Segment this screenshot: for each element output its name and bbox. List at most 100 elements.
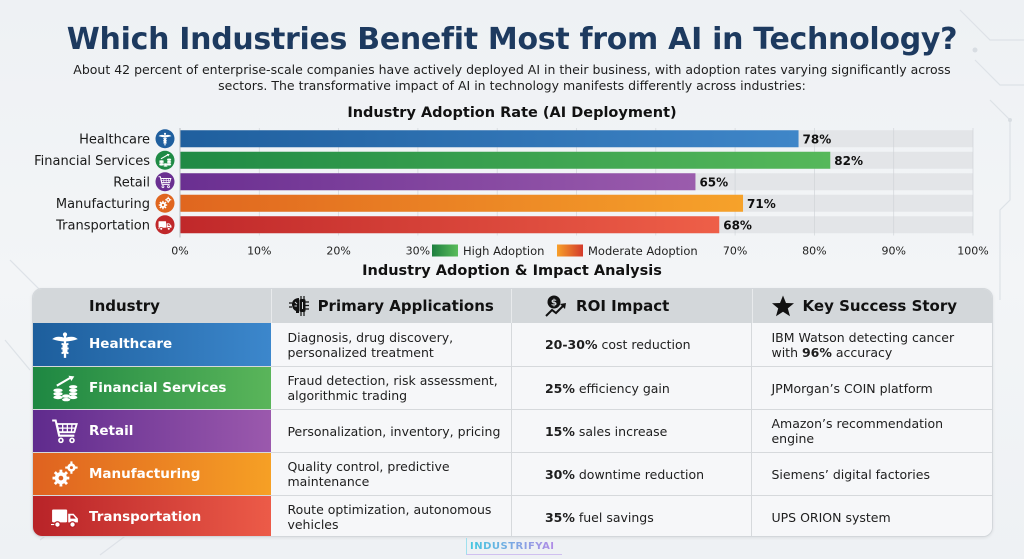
star-icon bbox=[771, 294, 795, 318]
table-header-row: Industry Primary Ap bbox=[33, 289, 992, 323]
legend-label: Moderate Adoption bbox=[588, 244, 698, 258]
chart-title: Industry Adoption Rate (AI Deployment) bbox=[347, 105, 677, 121]
gears-icon bbox=[158, 196, 172, 210]
x-tick-label: 20% bbox=[326, 245, 350, 258]
industry-cell: Financial Services bbox=[33, 367, 272, 409]
success-story-cell: IBM Watson detecting cancer with 96% acc… bbox=[752, 323, 992, 366]
table-title: Industry Adoption & Impact Analysis bbox=[362, 263, 662, 279]
success-story-text: IBM Watson detecting cancer with 96% acc… bbox=[771, 329, 955, 360]
bar-value-label: 65% bbox=[699, 175, 728, 189]
subtitle-line-2: sectors. The transformative impact of AI… bbox=[218, 78, 806, 93]
truck-icon bbox=[158, 220, 172, 231]
success-story-cell: Siemens’ digital factories bbox=[752, 453, 992, 495]
legend-swatch bbox=[432, 244, 458, 257]
industry-name: Financial Services bbox=[89, 379, 227, 396]
caduceus-icon bbox=[45, 331, 85, 359]
caduceus-icon bbox=[158, 132, 172, 146]
roi-description: sales increase bbox=[574, 423, 668, 439]
page-title: Which Industries Benefit Most from AI in… bbox=[66, 22, 958, 57]
x-tick-label: 10% bbox=[247, 245, 271, 258]
roi-description: cost reduction bbox=[597, 337, 691, 352]
industry-name: Manufacturing bbox=[89, 465, 201, 482]
legend-swatch bbox=[557, 244, 583, 257]
legend-label: High Adoption bbox=[463, 244, 544, 258]
brand-logo: INDUSTRIFYAI bbox=[470, 541, 555, 552]
bar-financial-services bbox=[180, 151, 831, 169]
bar-value-label: 71% bbox=[747, 197, 776, 211]
bar-healthcare bbox=[180, 130, 799, 148]
table-body: Healthcare Diagnosis, drug discovery, per… bbox=[33, 323, 992, 536]
header-roi-label: ROI Impact bbox=[576, 297, 670, 315]
roi-value: 15% bbox=[544, 423, 575, 439]
x-tick-label: 70% bbox=[723, 245, 747, 258]
roi-description: efficiency gain bbox=[574, 380, 670, 396]
success-story-text: Siemens’ digital factories bbox=[771, 466, 930, 482]
category-label: Retail bbox=[113, 175, 150, 190]
x-tick-label: 100% bbox=[957, 245, 988, 258]
applications-cell: Route optimization, autonomous vehicles bbox=[271, 496, 512, 536]
category-label: Manufacturing bbox=[56, 197, 150, 212]
roi-value: 35% bbox=[544, 509, 575, 525]
header-roi: $ ROI Impact bbox=[512, 289, 753, 323]
header-applications-label: Primary Applications bbox=[317, 297, 494, 315]
category-label: Healthcare bbox=[79, 132, 150, 147]
svg-text:$: $ bbox=[551, 299, 557, 309]
table-row-retail: Retail Personalization, inventory, pricin… bbox=[33, 409, 992, 452]
roi-cell: 25% efficiency gain bbox=[511, 367, 753, 409]
industry-name: Retail bbox=[89, 422, 134, 439]
applications-cell: Fraud detection, risk assessment, algori… bbox=[271, 367, 512, 409]
roi-cell: 35% fuel savings bbox=[511, 496, 753, 536]
header-applications: Primary Applications bbox=[272, 289, 513, 323]
header-industry: Industry bbox=[33, 289, 272, 323]
success-story-cell: JPMorgan’s COIN platform bbox=[752, 367, 992, 409]
roi-description: fuel savings bbox=[574, 509, 654, 525]
roi-cell: 30% downtime reduction bbox=[511, 453, 753, 495]
bar-value-label: 68% bbox=[723, 218, 752, 232]
industry-name: Healthcare bbox=[89, 336, 173, 352]
category-label: Financial Services bbox=[34, 154, 150, 169]
adoption-bar-chart: 78% Healthcare 82% Financial Services 65% Ret… bbox=[34, 128, 989, 258]
success-story-text: JPMorgan’s COIN platform bbox=[771, 380, 933, 396]
shopping-cart-icon bbox=[158, 175, 172, 188]
success-story-cell: UPS ORION system bbox=[752, 496, 992, 536]
roi-value: 20-30% bbox=[544, 337, 598, 352]
truck-icon bbox=[45, 503, 85, 531]
industry-cell: Retail bbox=[33, 410, 272, 452]
roi-description: downtime reduction bbox=[574, 466, 705, 482]
x-tick-label: 30% bbox=[406, 245, 430, 258]
ai-brain-chip-icon bbox=[288, 295, 310, 317]
category-label: Transportation bbox=[55, 218, 150, 233]
subtitle-line-1: About 42 percent of enterprise-scale com… bbox=[73, 62, 951, 77]
money-growth-arrow-icon: $ bbox=[544, 294, 568, 318]
shopping-cart-icon bbox=[45, 417, 85, 445]
bar-retail bbox=[180, 173, 696, 191]
table-row-healthcare: Healthcare Diagnosis, drug discovery, per… bbox=[33, 323, 992, 366]
header-story-label: Key Success Story bbox=[802, 297, 958, 315]
gears-icon bbox=[45, 460, 85, 488]
success-story-text: UPS ORION system bbox=[771, 509, 891, 525]
money-growth-icon bbox=[159, 154, 172, 167]
industry-cell: Manufacturing bbox=[33, 453, 272, 495]
header-industry-label: Industry bbox=[89, 297, 160, 315]
industry-cell: Transportation bbox=[33, 496, 272, 536]
table-row-transportation: Transportation Route optimization, autono… bbox=[33, 495, 992, 536]
roi-cell: 15% sales increase bbox=[511, 410, 753, 452]
success-story-text: Amazon’s recommendation engine bbox=[771, 416, 944, 446]
success-story-highlight: 96% bbox=[801, 344, 832, 360]
roi-value: 25% bbox=[544, 380, 575, 396]
applications-cell: Quality control, predictive maintenance bbox=[271, 453, 512, 495]
roi-cell: 20-30% cost reduction bbox=[511, 323, 753, 366]
roi-value: 30% bbox=[544, 466, 575, 482]
industry-cell: Healthcare bbox=[33, 323, 272, 366]
x-tick-label: 80% bbox=[802, 245, 826, 258]
applications-cell: Personalization, inventory, pricing bbox=[271, 410, 512, 452]
x-tick-label: 90% bbox=[881, 245, 905, 258]
page-subtitle: About 42 percent of enterprise-scale com… bbox=[50, 62, 974, 94]
success-story-cell: Amazon’s recommendation engine bbox=[752, 410, 992, 452]
bar-value-label: 82% bbox=[834, 154, 863, 168]
table-row-financial-services: Financial Services Fraud detection, risk … bbox=[33, 366, 992, 409]
bar-value-label: 78% bbox=[803, 132, 832, 146]
header-story: Key Success Story bbox=[753, 289, 992, 323]
impact-table: Industry Primary Ap bbox=[32, 288, 993, 537]
bar-manufacturing bbox=[180, 194, 744, 212]
